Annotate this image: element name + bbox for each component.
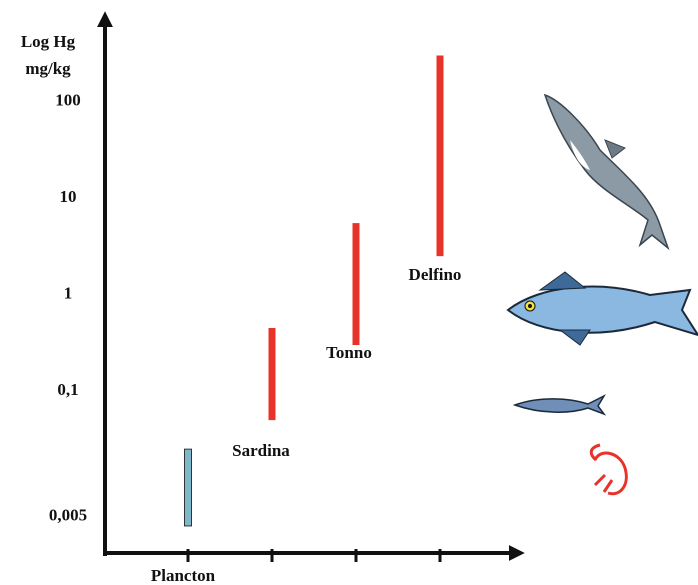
category-label: Tonno — [326, 343, 372, 362]
category-label: Sardina — [232, 441, 290, 460]
range-bar — [184, 448, 192, 527]
y-tick-label: 1 — [64, 283, 73, 302]
category-label: Plancton — [151, 566, 216, 585]
y-tick-label: 10 — [60, 187, 77, 206]
y-axis-label: mg/kg — [25, 59, 71, 78]
range-bar — [352, 223, 360, 346]
shrimp-illustration — [589, 443, 628, 496]
range-bar — [268, 328, 276, 421]
tuna-illustration — [506, 271, 698, 346]
dolphin-illustration — [543, 93, 670, 251]
y-tick-label: 100 — [55, 90, 81, 109]
sardine-illustration — [512, 394, 607, 416]
y-tick-label: 0,1 — [57, 380, 78, 399]
y-axis-label: Log Hg — [21, 32, 76, 51]
category-label: Delfino — [409, 265, 462, 284]
range-bar — [436, 55, 444, 257]
y-tick-label: 0,005 — [49, 506, 87, 525]
